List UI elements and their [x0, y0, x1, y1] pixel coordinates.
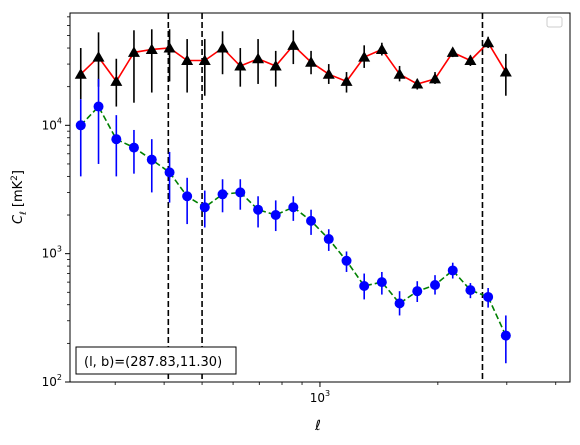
- x-axis-label: ℓ: [314, 418, 321, 434]
- series-1-point: [164, 167, 175, 178]
- series-0-point: [163, 42, 176, 53]
- series-1-point: [447, 265, 458, 276]
- series-0-point: [145, 43, 158, 54]
- series-1-point: [394, 298, 405, 309]
- series-0-point: [127, 46, 140, 57]
- series-0-point: [234, 59, 247, 71]
- data-layer: [74, 13, 512, 382]
- series-0-point: [181, 54, 194, 65]
- series-0-point: [429, 72, 442, 84]
- annotation-box: (l, b)=(287.83,11.30): [75, 346, 237, 375]
- series-0-point: [340, 75, 353, 86]
- y-axis-label: Cℓ [mK2]: [10, 170, 29, 224]
- series-0-point: [393, 68, 406, 79]
- series-1-point: [253, 204, 264, 215]
- axes: 102 103 104 103: [42, 12, 571, 405]
- series-1-point: [128, 142, 139, 153]
- series-1-point: [483, 291, 494, 302]
- series-1-point: [146, 154, 157, 165]
- series-1-point: [111, 134, 122, 145]
- series-1-point: [359, 280, 370, 291]
- series-1-point: [182, 191, 193, 202]
- series-1-line: [80, 105, 507, 336]
- annotation-text: (l, b)=(287.83,11.30): [84, 355, 222, 370]
- series-1-point: [412, 286, 423, 297]
- series-0-point: [269, 59, 282, 71]
- series-1-point: [217, 189, 228, 200]
- x-tick-label: 103: [310, 389, 330, 405]
- series-0-point: [499, 66, 512, 77]
- series-0-point: [411, 77, 424, 89]
- series-1-point: [430, 279, 441, 290]
- series-1-point: [306, 215, 317, 226]
- series-1-point: [270, 210, 281, 221]
- series-0-point: [287, 39, 300, 50]
- legend: [546, 16, 563, 28]
- series-0-point: [358, 51, 371, 62]
- series-0-point: [216, 42, 229, 53]
- series-1-point: [323, 234, 334, 245]
- series-1-point: [93, 101, 104, 112]
- series-1-point: [376, 277, 387, 288]
- y-tick-label: 103: [42, 245, 62, 261]
- series-1-point: [235, 187, 246, 198]
- series-1-point: [465, 285, 476, 296]
- series-0-point: [74, 68, 87, 79]
- series-1-point: [199, 202, 210, 213]
- series-0-point: [482, 36, 495, 48]
- series-0-point: [375, 43, 388, 54]
- series-0-point: [305, 56, 318, 67]
- series-1-point: [341, 255, 352, 266]
- series-0-point: [322, 68, 335, 79]
- y-tick-label: 104: [42, 116, 62, 132]
- series-1-point: [500, 330, 511, 341]
- series-0-point: [110, 75, 123, 86]
- y-tick-label: 102: [42, 373, 62, 389]
- series-0-point: [252, 52, 265, 64]
- series-1-point: [288, 202, 299, 213]
- series-0-point: [198, 54, 211, 65]
- series-0-point: [446, 46, 459, 57]
- series-0-point: [464, 54, 477, 65]
- series-1-point: [75, 120, 86, 131]
- plot-area: [74, 13, 512, 382]
- series-0-point: [92, 51, 105, 62]
